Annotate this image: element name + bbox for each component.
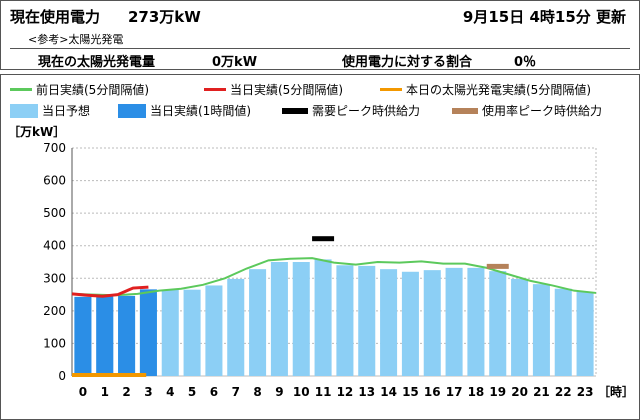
- actual-hourly-bar: [74, 296, 92, 376]
- forecast-bar: [292, 262, 310, 376]
- forecast-bar: [467, 267, 485, 376]
- usage-ratio-label: 使用電力に対する割合: [342, 55, 473, 70]
- forecast-bar: [249, 269, 267, 376]
- forecast-bar: [445, 267, 463, 376]
- solar-row: [10, 48, 630, 66]
- y-tick-label: 100: [43, 336, 66, 350]
- x-tick-label: 0: [79, 385, 87, 399]
- x-tick-label: 6: [210, 385, 218, 399]
- legend-label-usage-peak: 使用率ピーク時供給力: [482, 104, 603, 118]
- x-tick-label: 20: [511, 385, 528, 399]
- solar-swatch: [380, 88, 402, 91]
- legend-item-solar: 本日の太陽光発電実績(5分間隔値): [380, 81, 591, 98]
- x-tick-label: 19: [489, 385, 506, 399]
- x-tick-label: 18: [468, 385, 485, 399]
- x-tick-label: 12: [337, 385, 354, 399]
- x-tick-label: 14: [380, 385, 397, 399]
- forecast-swatch: [10, 103, 38, 118]
- forecast-bar: [380, 269, 398, 376]
- x-tick-label: 16: [424, 385, 441, 399]
- today-5min-swatch: [204, 88, 226, 91]
- x-tick-label: 1: [101, 385, 109, 399]
- y-unit-label: ［万kW］: [8, 124, 65, 139]
- reference-label: <参考>太陽光発電: [28, 33, 124, 46]
- legend-label-forecast: 当日予想: [42, 104, 91, 118]
- solar-generation-value: 0万kW: [212, 55, 258, 70]
- y-tick-label: 500: [43, 206, 66, 220]
- y-tick-label: 400: [43, 239, 66, 253]
- prev-day-swatch: [10, 88, 32, 91]
- y-tick-label: 600: [43, 174, 66, 188]
- forecast-bar: [314, 259, 332, 376]
- forecast-bar: [401, 271, 419, 376]
- x-tick-label: 23: [577, 385, 594, 399]
- today-5min-line: [71, 285, 149, 298]
- legend-label-demand-peak: 需要ピーク時供給力: [312, 104, 421, 118]
- current-usage-value: 273万kW: [128, 8, 201, 26]
- demand-peak-swatch: [282, 107, 308, 114]
- forecast-bar: [205, 285, 223, 376]
- x-unit-label: ［時］: [598, 384, 634, 399]
- y-tick-label: 700: [43, 141, 66, 155]
- legend-item-today-5min: 当日実績(5分間隔値): [204, 81, 343, 98]
- legend-item-demand-peak: 需要ピーク時供給力: [282, 102, 420, 119]
- forecast-bar: [227, 278, 245, 376]
- actual-hourly-bar: [118, 295, 136, 376]
- x-tick-label: 3: [144, 385, 152, 399]
- prev-day-line: [71, 257, 597, 297]
- actual-hourly-bar: [139, 289, 157, 376]
- legend-label-today-hourly: 当日実績(1時間値): [150, 104, 251, 118]
- x-tick-label: 7: [232, 385, 240, 399]
- forecast-bar: [270, 262, 288, 376]
- usage-peak-marker: [486, 263, 509, 269]
- legend-item-usage-peak: 使用率ピーク時供給力: [452, 102, 602, 119]
- x-tick-label: 13: [358, 385, 375, 399]
- chart-legend: 前日実績(5分間隔値) 当日実績(5分間隔値) 本日の太陽光発電実績(5分間隔値…: [6, 78, 636, 122]
- x-tick-label: 15: [402, 385, 419, 399]
- x-tick-label: 21: [533, 385, 550, 399]
- legend-label-today-5min: 当日実績(5分間隔値): [230, 83, 343, 97]
- usage-peak-swatch: [452, 107, 478, 114]
- legend-item-today-hourly: 当日実績(1時間値): [118, 102, 251, 119]
- forecast-bar: [554, 288, 572, 376]
- x-tick-label: 4: [166, 385, 174, 399]
- x-tick-label: 17: [446, 385, 463, 399]
- forecast-bar: [183, 289, 201, 376]
- current-usage-label: 現在使用電力: [10, 8, 101, 26]
- forecast-bar: [511, 278, 529, 376]
- forecast-bar: [161, 289, 179, 376]
- x-tick-label: 5: [188, 385, 196, 399]
- forecast-bar: [576, 291, 594, 376]
- forecast-bar: [532, 284, 550, 376]
- x-tick-label: 10: [293, 385, 310, 399]
- update-time: 9月15日 4時15分 更新: [462, 8, 626, 26]
- x-tick-label: 2: [122, 385, 130, 399]
- usage-ratio-value: 0％: [514, 55, 537, 70]
- legend-item-forecast: 当日予想: [10, 102, 90, 119]
- legend-label-prev-day: 前日実績(5分間隔値): [36, 83, 149, 97]
- forecast-bar: [489, 271, 507, 376]
- demand-peak-marker: [312, 236, 335, 242]
- y-tick-label: 200: [43, 304, 66, 318]
- x-tick-label: 22: [555, 385, 572, 399]
- forecast-bar: [336, 265, 354, 376]
- legend-item-prev-day: 前日実績(5分間隔値): [10, 81, 149, 98]
- forecast-bar: [423, 270, 441, 376]
- x-tick-label: 11: [315, 385, 332, 399]
- actual-hourly-bar: [96, 296, 114, 376]
- today-hourly-swatch: [118, 103, 146, 118]
- legend-label-solar: 本日の太陽光発電実績(5分間隔値): [406, 83, 591, 97]
- y-tick-label: 300: [43, 271, 66, 285]
- solar-generation-label: 現在の太陽光発電量: [38, 55, 156, 70]
- forecast-bar: [358, 265, 376, 376]
- y-tick-label: 0: [58, 369, 66, 383]
- x-tick-label: 9: [275, 385, 283, 399]
- x-tick-label: 8: [253, 385, 261, 399]
